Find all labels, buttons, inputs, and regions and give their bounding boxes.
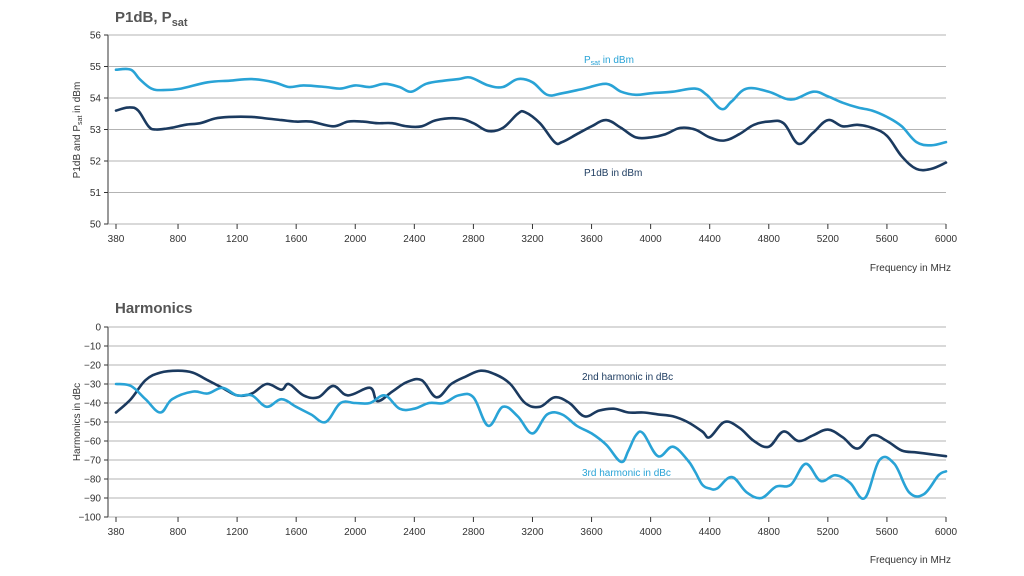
x-tick-label: 3200 [521, 234, 544, 245]
y-tick-label: 52 [90, 157, 102, 168]
series-group [114, 67, 948, 172]
y-axis-label: P1dB and Psat in dBm [72, 82, 84, 179]
x-tick-label: 1200 [226, 234, 249, 245]
y-tick-labels: 50 51 52 53 54 55 56 [90, 31, 102, 231]
x-tick-label: 380 [108, 234, 125, 245]
second-harmonic-label: 2nd harmonic in dBc [582, 372, 673, 383]
y-tick-label: −80 [84, 475, 101, 486]
y-tick-label: −70 [84, 456, 101, 467]
y-tick-label: 55 [90, 62, 102, 73]
x-tick-label: 2800 [462, 234, 485, 245]
x-tick-label: 800 [170, 527, 187, 538]
y-tick-label: 50 [90, 220, 102, 231]
x-tick-label: 4000 [640, 234, 663, 245]
y-tick-label: −40 [84, 399, 101, 410]
x-tick-label: 2000 [344, 527, 367, 538]
p1db-psat-chart: P1dB, Psat 50 51 52 53 54 55 56 380 800 1200 1600… [72, 9, 958, 274]
x-tick-label: 5600 [876, 234, 899, 245]
chart-title: Harmonics [115, 300, 193, 317]
y-tick-labels: 0 −10 −20 −30 −40 −50 −60 −70 −80 −90 −100 [78, 323, 101, 524]
x-tick-label: 3600 [580, 234, 603, 245]
x-tick-label: 2400 [403, 527, 426, 538]
y-tick-label: 0 [95, 323, 101, 334]
x-tick-label: 2800 [462, 527, 485, 538]
grid [104, 326, 947, 522]
y-tick-label: 51 [90, 188, 102, 199]
x-axis-label: Frequency in MHz [870, 263, 951, 274]
x-tick-label: 4400 [699, 234, 722, 245]
harmonics-chart: Harmonics 0 −10 −20 −30 −40 −50 −60 −70 −80 −90 −1… [72, 300, 958, 566]
y-tick-label: 56 [90, 31, 102, 42]
y-tick-label: −50 [84, 418, 101, 429]
y-tick-label: 54 [90, 94, 102, 105]
x-tick-label: 5600 [876, 527, 899, 538]
y-tick-label: −30 [84, 380, 101, 391]
y-tick-label: −60 [84, 437, 101, 448]
p1db-series-label: P1dB in dBm [584, 168, 642, 179]
x-tick-label: 5200 [817, 527, 840, 538]
y-tick-label: −20 [84, 361, 101, 372]
x-tick-label: 4800 [758, 234, 781, 245]
x-tick-label: 800 [170, 234, 187, 245]
x-tick-label: 1600 [285, 527, 308, 538]
x-tick-label: 380 [108, 527, 125, 538]
y-tick-label: 53 [90, 125, 102, 136]
x-tick-label: 1600 [285, 234, 308, 245]
y-tick-label: −100 [78, 513, 101, 524]
x-tick-labels: 380 800 1200 1600 2000 2400 2800 3200 3600 4000 44… [108, 234, 958, 245]
x-tick-labels: 380 800 1200 1600 2000 2400 2800 3200 3600 4000 44… [108, 527, 958, 538]
x-tick-label: 6000 [935, 234, 958, 245]
x-axis-label: Frequency in MHz [870, 555, 951, 566]
x-tick-label: 3200 [521, 527, 544, 538]
series-group [114, 369, 948, 500]
x-tick-label: 4800 [758, 527, 781, 538]
psat-series-label: Psat in dBm [584, 55, 634, 67]
x-tick-label: 4400 [699, 527, 722, 538]
x-tick-label: 6000 [935, 527, 958, 538]
series-line-psat-in-dbm [114, 67, 948, 147]
y-tick-label: −10 [84, 342, 101, 353]
y-axis-label: Harmonics in dBc [72, 383, 83, 461]
grid [104, 34, 947, 229]
chart-title: P1dB, Psat [115, 9, 188, 29]
x-tick-label: 3600 [580, 527, 603, 538]
series-line-2nd-harmonic-in-dbc [114, 369, 948, 458]
x-tick-label: 5200 [817, 234, 840, 245]
series-line-3rd-harmonic-in-dbc [114, 382, 948, 500]
y-tick-label: −90 [84, 494, 101, 505]
third-harmonic-label: 3rd harmonic in dBc [582, 468, 671, 479]
x-tick-label: 4000 [640, 527, 663, 538]
x-tick-label: 2400 [403, 234, 426, 245]
x-tick-label: 2000 [344, 234, 367, 245]
series-line-p1db-in-dbm [114, 106, 948, 172]
x-tick-label: 1200 [226, 527, 249, 538]
